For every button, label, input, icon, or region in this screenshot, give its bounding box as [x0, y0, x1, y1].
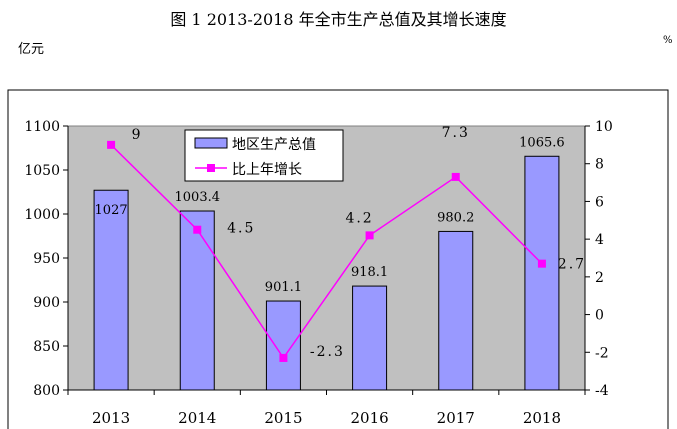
left-tick-label: 850 — [33, 339, 60, 355]
line-series — [107, 140, 546, 362]
left-tick-label: 950 — [33, 251, 60, 267]
right-tick-label: 2 — [595, 270, 604, 286]
legend-line-marker — [207, 164, 215, 172]
x-tick-label: 2013 — [92, 409, 130, 427]
left-tick-label: 900 — [33, 295, 60, 311]
bar-2014 — [179, 210, 215, 391]
growth-line — [110, 144, 543, 360]
growth-marker-2013 — [107, 140, 116, 149]
bar-value-label: 1065.6 — [519, 135, 565, 150]
bar-series — [93, 155, 560, 391]
right-tick-label: -2 — [595, 345, 609, 361]
x-tick-label: 2017 — [437, 409, 475, 427]
growth-value-label: 7.3 — [442, 125, 470, 141]
right-tick-label: 6 — [595, 194, 604, 210]
x-tick-label: 2016 — [350, 409, 388, 427]
chart-title: 图 1 2013-2018 年全市生产总值及其增长速度 — [170, 10, 507, 29]
growth-value-label: 4.5 — [227, 221, 255, 237]
legend-label-bar: 地区生产总值 — [232, 137, 316, 153]
x-tick-label: 2018 — [523, 409, 561, 427]
right-axis-unit: % — [663, 35, 673, 46]
data-labels: 1027 1003.4 901.1 918.1 980.2 1065.6 9 4.5 -2.3 4… — [95, 125, 586, 360]
left-tick-label: 1000 — [24, 207, 60, 223]
bar-2015 — [265, 300, 301, 391]
left-tick-label: 1050 — [24, 163, 60, 179]
growth-value-label: 9 — [132, 127, 143, 143]
axes: 800 850 900 950 1000 1050 1100 -4 -2 0 2 4 6 8 10 2013 2… — [24, 119, 612, 427]
bar-2018 — [524, 155, 560, 391]
left-axis-unit: 亿元 — [18, 42, 45, 57]
right-tick-label: -4 — [595, 383, 609, 399]
x-tick-label: 2015 — [264, 409, 302, 427]
growth-value-label: 4.2 — [345, 210, 373, 226]
left-tick-label: 1100 — [24, 119, 60, 135]
growth-marker-2015 — [279, 353, 288, 362]
growth-marker-2016 — [365, 231, 374, 240]
bar-value-label: 1027 — [95, 203, 128, 218]
bar-value-label: 980.2 — [437, 210, 474, 225]
bar-value-label: 1003.4 — [175, 190, 221, 205]
right-tick-label: 0 — [595, 308, 604, 324]
growth-marker-2017 — [451, 172, 460, 181]
legend-bar-swatch — [194, 137, 228, 149]
growth-marker-2018 — [537, 259, 546, 268]
growth-value-label: -2.3 — [310, 344, 345, 360]
legend-label-line: 比上年增长 — [232, 162, 302, 178]
bar-value-label: 918.1 — [351, 265, 388, 280]
legend: 地区生产总值 比上年增长 — [184, 129, 344, 182]
bar-value-label: 901.1 — [265, 280, 302, 295]
bar-2017 — [438, 230, 474, 391]
right-tick-label: 4 — [595, 232, 604, 248]
right-tick-label: 10 — [595, 119, 613, 135]
bar-2016 — [352, 285, 388, 391]
x-tick-label: 2014 — [178, 409, 216, 427]
growth-marker-2014 — [193, 225, 202, 234]
bar-2013 — [93, 189, 129, 391]
growth-value-label: 2.7 — [558, 257, 586, 273]
right-tick-label: 8 — [595, 157, 604, 173]
left-tick-label: 800 — [33, 383, 60, 399]
